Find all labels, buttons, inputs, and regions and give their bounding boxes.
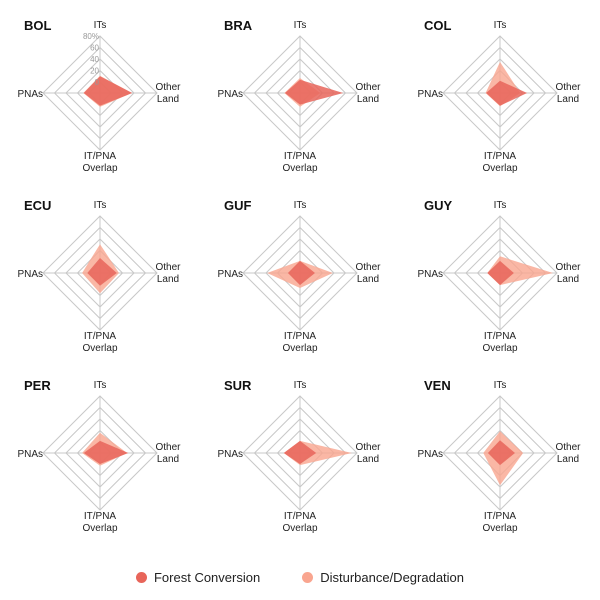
axis-label-it-pna-overlap: Overlap: [282, 343, 317, 354]
legend-label: Disturbance/Degradation: [320, 569, 465, 585]
series-area-forest-conversion: [83, 440, 129, 464]
series-area-forest-conversion: [283, 440, 317, 464]
axis-label-it-pna-overlap: Overlap: [482, 523, 517, 534]
axis-label-its: ITs: [294, 380, 307, 391]
series-area-forest-conversion: [487, 440, 515, 466]
axis-label-other-land: Land: [357, 274, 379, 285]
axis-label-it-pna-overlap: Overlap: [282, 163, 317, 174]
axis-label-other-land: Other: [555, 442, 581, 453]
axis-label-pnas: PNAs: [217, 89, 243, 100]
axis-label-its: ITs: [94, 200, 107, 211]
axis-label-its: ITs: [94, 20, 107, 31]
axis-label-other-land: Other: [155, 262, 181, 273]
tick-label: 40: [90, 55, 99, 64]
axis-label-other-land: Other: [155, 442, 181, 453]
axis-label-its: ITs: [494, 20, 507, 31]
axis-label-it-pna-overlap: IT/PNA: [84, 151, 117, 162]
panel-title: PER: [24, 378, 51, 393]
axis-label-other-land: Land: [157, 454, 179, 465]
axis-label-pnas: PNAs: [17, 269, 43, 280]
axis-label-pnas: PNAs: [417, 89, 443, 100]
axis-label-it-pna-overlap: Overlap: [82, 343, 117, 354]
axis-label-other-land: Other: [555, 82, 581, 93]
axis-label-it-pna-overlap: Overlap: [282, 523, 317, 534]
axis-label-other-land: Land: [357, 454, 379, 465]
axis-label-other-land: Other: [355, 262, 381, 273]
axis-label-its: ITs: [494, 200, 507, 211]
series-area-forest-conversion: [486, 80, 528, 106]
axis-label-other-land: Other: [155, 82, 181, 93]
axis-label-it-pna-overlap: IT/PNA: [284, 151, 317, 162]
axis-label-other-land: Land: [357, 94, 379, 105]
tick-label: 60: [90, 44, 99, 53]
axis-label-it-pna-overlap: Overlap: [482, 163, 517, 174]
legend-item-forest-conversion: Forest Conversion: [135, 569, 261, 585]
panel-title: COL: [424, 18, 452, 33]
axis-label-its: ITs: [294, 200, 307, 211]
axis-label-it-pna-overlap: IT/PNA: [484, 331, 517, 342]
axis-label-it-pna-overlap: IT/PNA: [284, 511, 317, 522]
legend-swatch-forest-conversion: [135, 571, 147, 583]
panel-title: BRA: [224, 18, 253, 33]
tick-label: 20: [90, 67, 99, 76]
panel-title: ECU: [24, 198, 51, 213]
series-area-forest-conversion: [287, 260, 315, 286]
panel-title: VEN: [424, 378, 451, 393]
axis-label-its: ITs: [494, 380, 507, 391]
axis-label-other-land: Land: [157, 94, 179, 105]
panel-title: GUF: [224, 198, 252, 213]
series-area-forest-conversion: [487, 260, 514, 286]
axis-label-it-pna-overlap: IT/PNA: [84, 511, 117, 522]
axis-label-pnas: PNAs: [217, 269, 243, 280]
series-area-forest-conversion: [83, 76, 133, 106]
axis-label-other-land: Land: [157, 274, 179, 285]
panel-title: BOL: [24, 18, 52, 33]
axis-label-its: ITs: [94, 380, 107, 391]
axis-label-pnas: PNAs: [17, 449, 43, 460]
axis-label-it-pna-overlap: Overlap: [482, 343, 517, 354]
axis-label-pnas: PNAs: [17, 89, 43, 100]
axis-label-pnas: PNAs: [417, 269, 443, 280]
axis-label-other-land: Land: [557, 454, 579, 465]
axis-label-it-pna-overlap: IT/PNA: [284, 331, 317, 342]
axis-label-it-pna-overlap: IT/PNA: [484, 511, 517, 522]
legend-label: Forest Conversion: [153, 569, 261, 585]
axis-label-pnas: PNAs: [217, 449, 243, 460]
axis-label-it-pna-overlap: Overlap: [82, 523, 117, 534]
panel-title: GUY: [424, 198, 453, 213]
axis-label-it-pna-overlap: Overlap: [82, 163, 117, 174]
axis-label-its: ITs: [294, 20, 307, 31]
tick-label: 0: [95, 78, 100, 87]
axis-label-it-pna-overlap: IT/PNA: [484, 151, 517, 162]
series-area-forest-conversion: [285, 79, 344, 105]
panel-title: SUR: [224, 378, 252, 393]
legend-swatch-disturbance-degradation: [302, 571, 314, 583]
axis-label-pnas: PNAs: [417, 449, 443, 460]
legend-item-disturbance-degradation: Disturbance/Degradation: [302, 570, 464, 585]
axis-label-other-land: Land: [557, 94, 579, 105]
legend: Forest Conversion Disturbance/Degradatio…: [0, 566, 600, 588]
axis-label-other-land: Other: [355, 82, 381, 93]
axis-label-other-land: Other: [555, 262, 581, 273]
tick-label: 80%: [83, 32, 99, 41]
series-area-forest-conversion: [87, 258, 117, 286]
axis-label-it-pna-overlap: IT/PNA: [84, 331, 117, 342]
axis-label-other-land: Land: [557, 274, 579, 285]
axis-label-other-land: Other: [355, 442, 381, 453]
